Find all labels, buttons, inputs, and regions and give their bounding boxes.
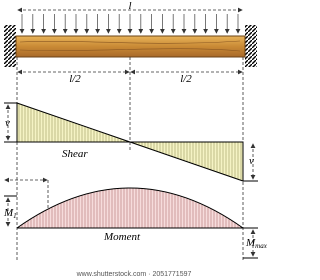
subscript: 1 [13,212,17,220]
span-label: l [128,0,131,12]
wood-grain [19,40,241,52]
right-support [245,25,257,67]
left-support [4,25,16,67]
shear-negative [129,141,244,182]
watermark: www.shutterstock.com · 2051771597 [76,271,192,278]
shear-positive [16,102,131,143]
half-label: l/2 [180,73,192,85]
shear-label: v [5,117,10,129]
symbol: M [3,207,14,219]
subscript: max [255,242,268,250]
half-label: l/2 [69,73,81,85]
beam [15,35,246,58]
moment-right-label: Mmax [245,237,268,250]
moment-curve [16,187,244,229]
beam-diagram: l l/2 l/2 v v Shear M1 Moment Mmax www.s… [0,0,269,280]
footer [0,266,269,280]
distributed-load [19,14,241,34]
symbol: M [245,237,256,249]
moment-left-label: M1 [3,207,17,220]
shear-label: v [249,155,254,167]
moment-title: Moment [103,231,141,243]
shear-title: Shear [62,148,88,160]
